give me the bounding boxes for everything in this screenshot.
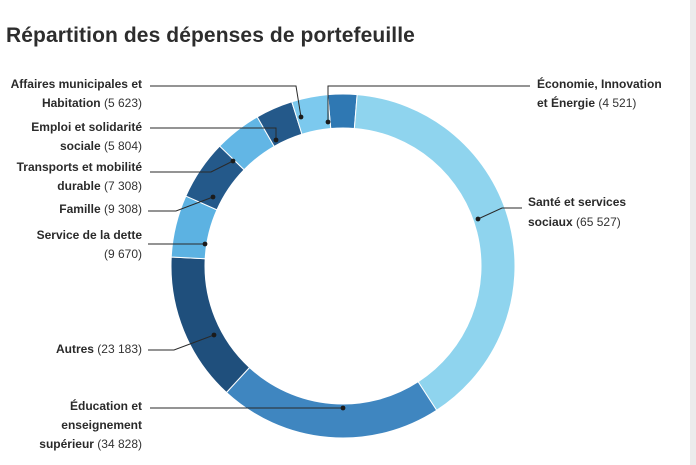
slice-value-emploi-et-solidarite-sociale: (5 804) [101,139,142,153]
slice-label-transports-et-mobilite-durable: Transports et mobilité durable (7 308) [17,160,143,193]
slice-value-education-et-enseignement-superieur: (34 828) [94,437,142,451]
slice-value-service-de-la-dette: (9 670) [104,247,142,261]
leader-line-sante-et-services-sociaux [477,207,522,220]
slice-label-education-et-enseignement-superieur: Éducation et enseignement supérieur (34 82… [39,398,142,451]
slice-label-sante-et-services-sociaux: Santé et services sociaux (65 527) [528,195,626,229]
slice-label-autres: Autres (23 183) [56,342,142,356]
slice-value-autres: (23 183) [94,342,142,356]
slice-value-sante-et-services-sociaux: (65 527) [573,215,621,229]
slice-value-economie-innovation-et-energie: (4 521) [595,96,636,110]
donut-slice-education-et-enseignement-superieur [225,366,438,439]
leader-dot-economie-innovation-et-energie [325,119,331,125]
leader-dot-autres [211,332,217,338]
slice-value-transports-et-mobilite-durable: (7 308) [101,179,142,193]
donut-slice-affaires-municipales-et-habitation [291,94,332,135]
leader-dot-sante-et-services-sociaux [475,216,481,222]
page-edge [690,0,696,465]
donut-slice-economie-innovation-et-energie [327,93,358,130]
slice-label-emploi-et-solidarite-sociale: Emploi et solidarité sociale (5 804) [31,120,142,153]
leader-dot-famille [210,194,216,200]
slice-value-affaires-municipales-et-habitation: (5 623) [101,96,142,110]
donut-slice-sante-et-services-sociaux [353,94,516,411]
leader-line-economie-innovation-et-energie [327,85,530,122]
slice-label-service-de-la-dette: Service de la dette (9 670) [37,228,143,261]
leader-line-affaires-municipales-et-habitation [150,85,302,118]
leader-line-transports-et-mobilite-durable [150,160,234,173]
leader-line-autres [148,334,215,351]
slice-label-famille: Famille (9 308) [59,202,142,216]
leader-line-emploi-et-solidarite-sociale [150,127,277,140]
leader-dot-emploi-et-solidarite-sociale [273,137,279,143]
leader-dot-affaires-municipales-et-habitation [298,114,304,120]
leader-line-famille [148,196,214,212]
leader-dot-transports-et-mobilite-durable [230,158,236,164]
slice-label-economie-innovation-et-energie: Économie, Innovation et Énergie (4 521) [537,76,662,110]
chart-title: Répartition des dépenses de portefeuille [6,24,415,47]
donut-slice-autres [170,256,251,394]
leader-dot-service-de-la-dette [202,241,208,247]
leader-dot-education-et-enseignement-superieur [340,405,346,411]
slice-label-affaires-municipales-et-habitation: Affaires municipales et Habitation (5 623… [11,77,142,110]
slice-value-famille: (9 308) [101,202,142,216]
